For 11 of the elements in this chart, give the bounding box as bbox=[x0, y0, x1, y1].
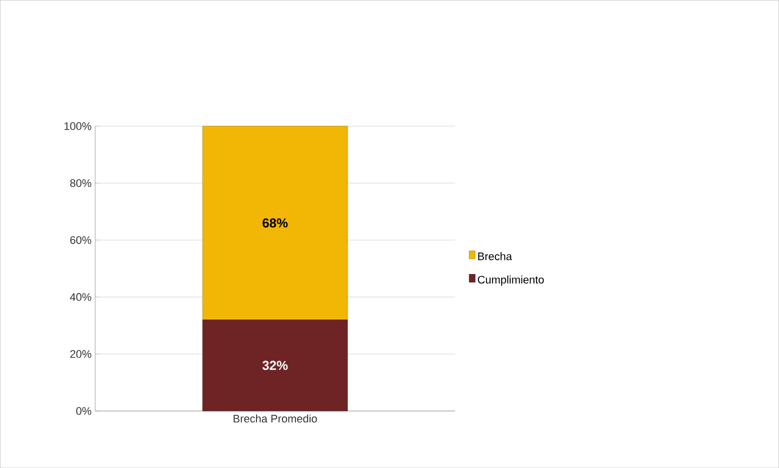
y-tick-label: 60% bbox=[70, 236, 92, 244]
y-tick-label: 0% bbox=[76, 407, 92, 415]
data-label: 68% bbox=[262, 218, 288, 228]
legend-label: Cumplimiento bbox=[478, 275, 544, 286]
x-tick-label: Brecha Promedio bbox=[234, 414, 317, 422]
legend-label: Brecha bbox=[478, 252, 512, 260]
y-tick-label: 100% bbox=[64, 122, 92, 130]
y-tick-label: 80% bbox=[70, 179, 92, 187]
data-label: 32% bbox=[262, 360, 288, 370]
y-tick-label: 40% bbox=[70, 293, 92, 301]
y-tick-label: 20% bbox=[70, 350, 92, 358]
